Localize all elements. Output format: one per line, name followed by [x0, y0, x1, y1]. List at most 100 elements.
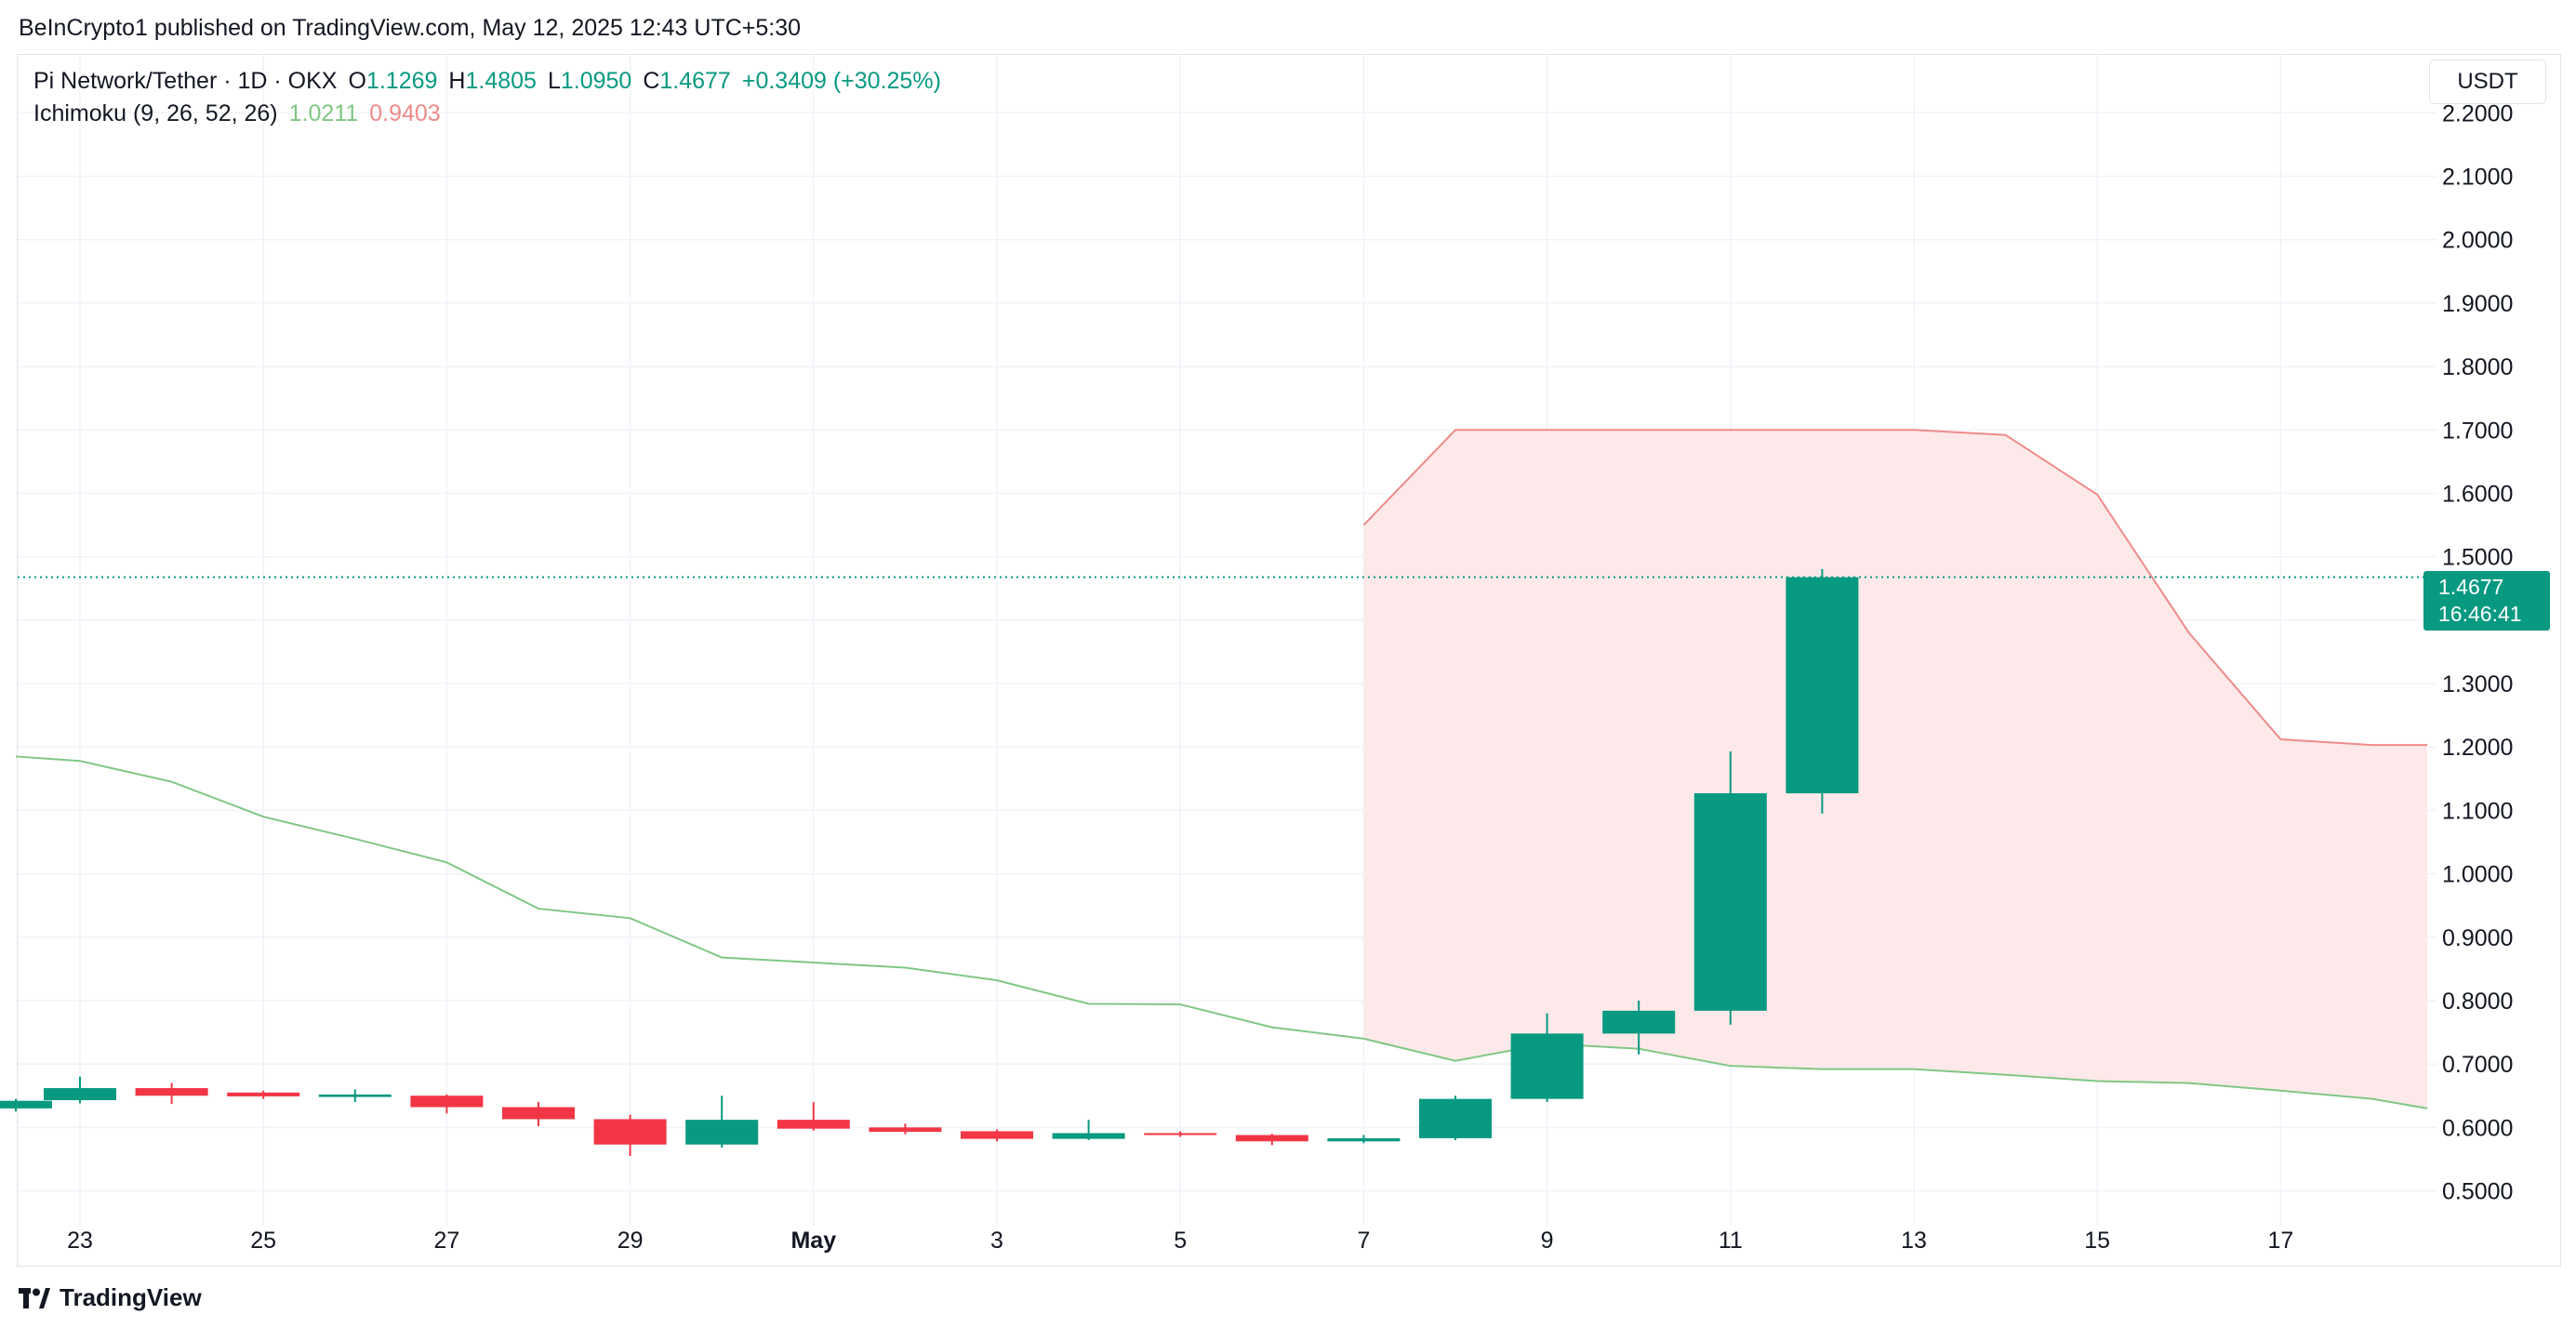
candle — [135, 1082, 208, 1105]
y-tick-label: 1.9000 — [2442, 291, 2513, 317]
x-tick-label: 17 — [2267, 1228, 2293, 1254]
candle — [1419, 1096, 1492, 1140]
x-axis[interactable]: 23 25 27 29 May 3 5 7 9 11 13 15 17 — [67, 1228, 2293, 1254]
currency-selector[interactable]: USDT — [2429, 60, 2546, 104]
candle — [1235, 1134, 1308, 1146]
x-tick-label: 11 — [1719, 1228, 1743, 1254]
candle — [0, 1098, 52, 1112]
candle-body — [410, 1096, 484, 1108]
bar-countdown: 16:46:41 — [2438, 602, 2522, 626]
x-tick-label: 13 — [1901, 1228, 1927, 1254]
y-tick-label: 1.3000 — [2442, 671, 2513, 697]
y-tick-label: 1.2000 — [2442, 735, 2513, 761]
candle — [1510, 1013, 1584, 1103]
candle — [961, 1129, 1033, 1142]
chart-legend: Pi Network/Tether · 1D · OKX O 1.1269 H 1.… — [33, 65, 941, 130]
indicator-value-a: 1.0211 — [288, 100, 359, 126]
candle — [1786, 568, 1859, 814]
candle-body — [1602, 1010, 1676, 1034]
x-tick-label: 9 — [1541, 1228, 1554, 1254]
candle-body — [777, 1120, 850, 1129]
tradingview-logo[interactable]: TradingView — [19, 1283, 202, 1312]
close-label: C — [643, 68, 660, 94]
ichimoku-cloud — [1363, 430, 2428, 1109]
candle-body — [869, 1127, 942, 1133]
candle-body — [1144, 1133, 1217, 1135]
x-tick-label: 29 — [617, 1228, 644, 1254]
y-tick-label: 1.1000 — [2442, 798, 2513, 824]
last-price-value: 1.4677 — [2438, 575, 2504, 599]
candle-body — [1419, 1098, 1492, 1138]
y-tick-label: 0.6000 — [2442, 1115, 2513, 1141]
change-value: +0.3409 (+30.25%) — [741, 68, 941, 94]
y-tick-label: 1.8000 — [2442, 354, 2513, 380]
x-tick-label: May — [790, 1228, 836, 1254]
candle — [777, 1102, 850, 1131]
candle-body — [135, 1088, 208, 1096]
candle — [593, 1114, 667, 1156]
tradingview-logo-icon — [19, 1287, 50, 1308]
candle-body — [502, 1107, 575, 1120]
high-label: H — [448, 68, 466, 94]
y-tick-label: 1.6000 — [2442, 481, 2513, 507]
candle — [410, 1094, 484, 1114]
last-price-label: 1.4677 16:46:41 — [2423, 571, 2550, 631]
candle-body — [1327, 1137, 1401, 1142]
candle — [1693, 750, 1767, 1025]
candle — [502, 1102, 575, 1126]
candle-body — [593, 1119, 667, 1145]
low-value: 1.0950 — [560, 68, 632, 94]
y-tick-label: 1.7000 — [2442, 418, 2513, 444]
y-tick-label: 2.0000 — [2442, 228, 2513, 254]
candle-body — [318, 1094, 392, 1097]
low-label: L — [547, 68, 561, 94]
y-tick-label: 0.8000 — [2442, 989, 2513, 1015]
candle — [1602, 1000, 1676, 1055]
cloud-area — [1363, 430, 2428, 1109]
high-value: 1.4805 — [465, 68, 537, 94]
y-tick-label: 1.5000 — [2442, 545, 2513, 571]
x-tick-label: 3 — [990, 1228, 1003, 1254]
candle-body — [1510, 1033, 1584, 1099]
chart-frame — [17, 54, 2561, 1267]
currency-label: USDT — [2457, 69, 2518, 94]
candle — [318, 1089, 392, 1103]
ichimoku-lines — [15, 429, 2428, 1109]
indicator-row: Ichimoku (9, 26, 52, 26) 1.0211 0.9403 — [33, 98, 941, 130]
candle-body — [961, 1131, 1033, 1139]
close-value: 1.4677 — [659, 68, 731, 94]
candle — [44, 1076, 116, 1104]
candle-body — [1786, 577, 1859, 794]
indicator-value-b: 0.9403 — [369, 100, 441, 126]
candle-body — [227, 1092, 300, 1096]
x-tick-label: 7 — [1357, 1228, 1370, 1254]
senkou-span-a-line — [15, 755, 2428, 1109]
attribution-text: BeInCrypto1 published on TradingView.com… — [19, 15, 802, 41]
y-tick-label: 0.9000 — [2442, 925, 2513, 951]
y-tick-label: 2.2000 — [2442, 100, 2513, 126]
symbol-name[interactable]: Pi Network/Tether · 1D · OKX — [33, 68, 338, 94]
candle-body — [1693, 792, 1767, 1011]
open-label: O — [348, 68, 366, 94]
indicator-name[interactable]: Ichimoku (9, 26, 52, 26) — [33, 100, 278, 126]
x-tick-label: 25 — [250, 1228, 276, 1254]
candle-body — [1235, 1135, 1308, 1142]
y-axis[interactable]: 0.5000 0.6000 0.7000 0.8000 0.9000 1.0000 1.10… — [2442, 100, 2513, 1204]
open-value: 1.1269 — [365, 68, 438, 94]
candle — [227, 1090, 300, 1099]
x-tick-label: 27 — [433, 1228, 459, 1254]
candle — [1144, 1131, 1217, 1137]
candle — [869, 1123, 942, 1135]
x-tick-label: 5 — [1174, 1228, 1187, 1254]
candle — [1052, 1120, 1125, 1140]
x-tick-label: 15 — [2084, 1228, 2110, 1254]
y-tick-label: 0.5000 — [2442, 1178, 2513, 1204]
senkou-span-b-line — [1362, 429, 2428, 747]
x-tick-label: 23 — [67, 1228, 93, 1254]
candle — [1327, 1135, 1401, 1144]
candle — [685, 1096, 759, 1149]
candle-body — [0, 1100, 52, 1109]
y-tick-label: 1.0000 — [2442, 862, 2513, 888]
tradingview-logo-text: TradingView — [60, 1283, 202, 1311]
